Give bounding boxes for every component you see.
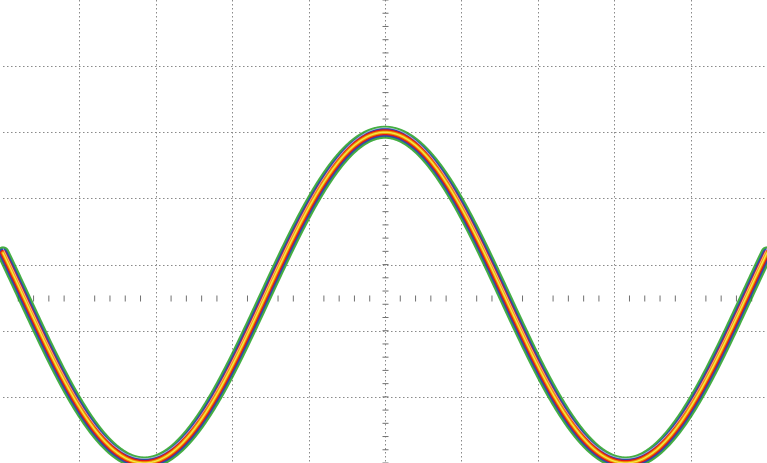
trace-sample-point	[117, 459, 119, 461]
trace-sample-point	[461, 380, 463, 382]
trace-sample-point	[537, 459, 539, 461]
waveform-trace	[0, 125, 767, 463]
trace-sample-point	[690, 158, 692, 160]
trace-sample-point	[155, 416, 157, 418]
trace-edge-top	[2, 127, 767, 459]
trace-sample-point	[499, 446, 501, 448]
trace-sample-point	[193, 333, 195, 335]
trace-sample-point	[422, 290, 424, 292]
trace-sample-point	[575, 409, 577, 411]
trace-layer-yellow	[2, 131, 767, 463]
trace-sample-point	[79, 442, 81, 444]
graticule-grid	[3, 0, 767, 463]
trace-sample-point	[2, 280, 4, 282]
trace-sample-point	[231, 237, 233, 239]
trace-sample-point	[346, 148, 348, 150]
trace-sample-point	[308, 132, 310, 134]
trace-sample-point	[728, 132, 730, 134]
trace-sample-point	[613, 323, 615, 325]
trace-sample-point	[270, 161, 272, 163]
trace-sample-point	[40, 373, 42, 375]
trace-sample-point	[652, 231, 654, 233]
trace-sample-point	[384, 204, 386, 206]
